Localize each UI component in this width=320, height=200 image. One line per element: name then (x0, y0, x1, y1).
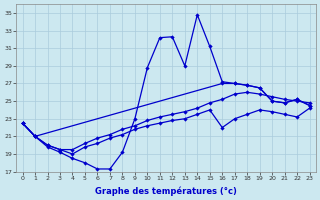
X-axis label: Graphe des températures (°c): Graphe des températures (°c) (95, 186, 237, 196)
